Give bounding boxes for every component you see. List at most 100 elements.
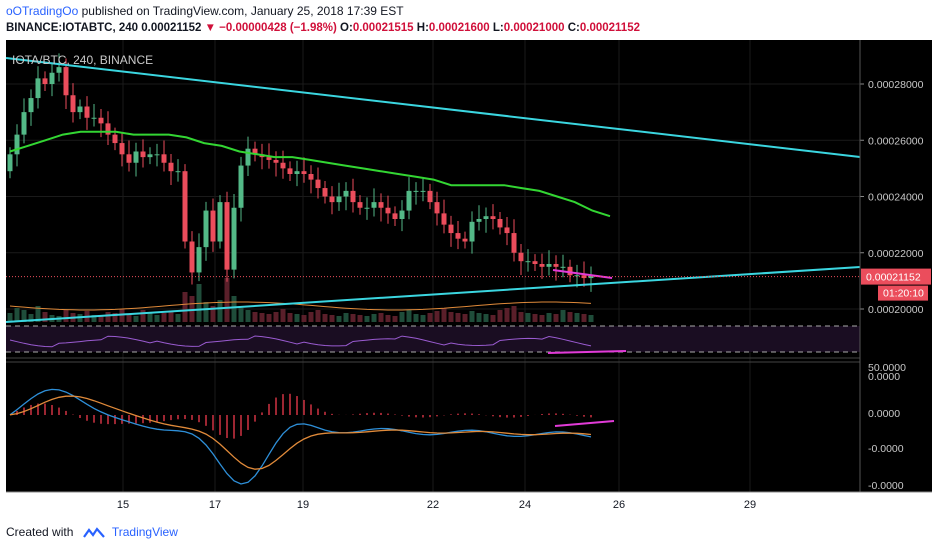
candle-body [497, 219, 503, 228]
volume-bar [91, 315, 97, 322]
volume-bar [504, 308, 510, 322]
volume-bar [518, 312, 524, 322]
volume-bar [588, 315, 594, 322]
rsi-tick-label: 50.0000 [868, 362, 906, 374]
candle-body [378, 202, 384, 208]
candle-body [553, 264, 559, 267]
volume-bar [385, 315, 391, 322]
volume-bar [203, 302, 209, 322]
candle-body [252, 148, 258, 155]
volume-bar [525, 313, 531, 322]
candle-body [399, 210, 405, 219]
tradingview-logo-icon [82, 527, 105, 538]
open-value: 0.00021515 [352, 22, 414, 34]
volume-bar [154, 315, 160, 322]
volume-bar [581, 314, 587, 322]
candle-body [189, 241, 195, 273]
volume-bar [462, 314, 468, 322]
volume-bar [371, 314, 377, 322]
candle-body [273, 159, 279, 163]
macd-line [9, 388, 592, 485]
candle-body [518, 252, 524, 262]
volume-bar [133, 316, 139, 322]
price-chart[interactable]: 50.0000 0.00000.0000-0.0000-0.0000 15 17 1… [0, 40, 932, 522]
symbol-label: BINANCE:IOTABTC, 240 [6, 22, 139, 34]
volume-bar [224, 278, 230, 322]
volume-bar [238, 308, 244, 322]
y-tick-label: 0.00020000 [868, 304, 924, 316]
volume-bar [378, 313, 384, 322]
candle-body [469, 221, 475, 242]
candle-body [84, 106, 90, 118]
candle-body [77, 106, 83, 113]
volume-bar [245, 310, 251, 322]
x-tick-label: 17 [209, 499, 221, 511]
open-label: O: [340, 22, 353, 34]
author-link[interactable]: oOTradingOo [6, 4, 79, 18]
volume-bar [329, 315, 335, 322]
candle-body [532, 261, 538, 264]
candle-body [483, 216, 489, 219]
candle-body [476, 219, 482, 222]
volume-bar [420, 315, 426, 322]
candle-body [91, 117, 97, 119]
descending-trendline [5, 57, 861, 158]
x-tick-label: 26 [613, 499, 625, 511]
volume-bar [399, 312, 405, 322]
candle-body [182, 171, 188, 242]
candle-body [133, 151, 139, 163]
volume-bar [189, 296, 195, 322]
close-value: 0.00021152 [579, 22, 640, 34]
x-tick-label: 19 [297, 499, 309, 511]
candle-body [336, 196, 342, 203]
candle-body [427, 190, 433, 203]
volume-bar [161, 313, 167, 322]
x-tick-label: 15 [117, 499, 129, 511]
candle-body [140, 151, 146, 158]
volume-bar [175, 314, 181, 322]
publish-info: oOTradingOo published on TradingView.com… [6, 4, 404, 18]
y-tick-label: 0.00024000 [868, 192, 924, 204]
candle-body [280, 162, 286, 169]
footer: Created with TradingView [6, 525, 178, 539]
volume-bar [147, 312, 153, 322]
low-label: L: [492, 22, 504, 34]
macd-tick-label: 0.0000 [868, 408, 900, 420]
candle-body [126, 154, 132, 163]
y-tick-label: 0.00026000 [868, 135, 924, 147]
candle-body [168, 162, 174, 172]
candle-body [196, 247, 202, 273]
candle-body [56, 67, 62, 73]
volume-bar [182, 292, 188, 322]
high-value: 0.00021600 [428, 22, 490, 34]
candle-body [105, 123, 111, 135]
candle-body [511, 233, 517, 253]
created-with-text: Created with [6, 525, 74, 539]
candle-body [14, 134, 20, 155]
symbol-info: BINANCE:IOTABTC, 240 0.00021152 ▼ −0.000… [6, 22, 640, 34]
volume-bar [511, 306, 517, 322]
candle-body [329, 196, 335, 203]
volume-bar [322, 314, 328, 322]
volume-bar [483, 314, 489, 322]
volume-bar [168, 311, 174, 322]
candle-body [287, 168, 293, 174]
tradingview-brand[interactable]: TradingView [111, 525, 178, 539]
low-value: 0.00021000 [503, 22, 565, 34]
volume-bar [364, 316, 370, 322]
volume-bar [63, 310, 69, 322]
last-price-label: 0.00021152 [866, 272, 921, 284]
volume-bar [126, 314, 132, 322]
volume-bar [98, 316, 104, 322]
x-tick-label: 22 [427, 499, 439, 511]
candle-body [70, 95, 76, 113]
macd-tick-label: -0.0000 [868, 443, 904, 455]
volume-bar [217, 300, 223, 322]
volume-bar [574, 313, 580, 322]
volume-bar [112, 313, 118, 322]
volume-bar [539, 315, 545, 322]
candle-body [420, 190, 426, 192]
candle-body [203, 210, 209, 248]
candle-body [343, 190, 349, 197]
candle-body [63, 67, 69, 96]
